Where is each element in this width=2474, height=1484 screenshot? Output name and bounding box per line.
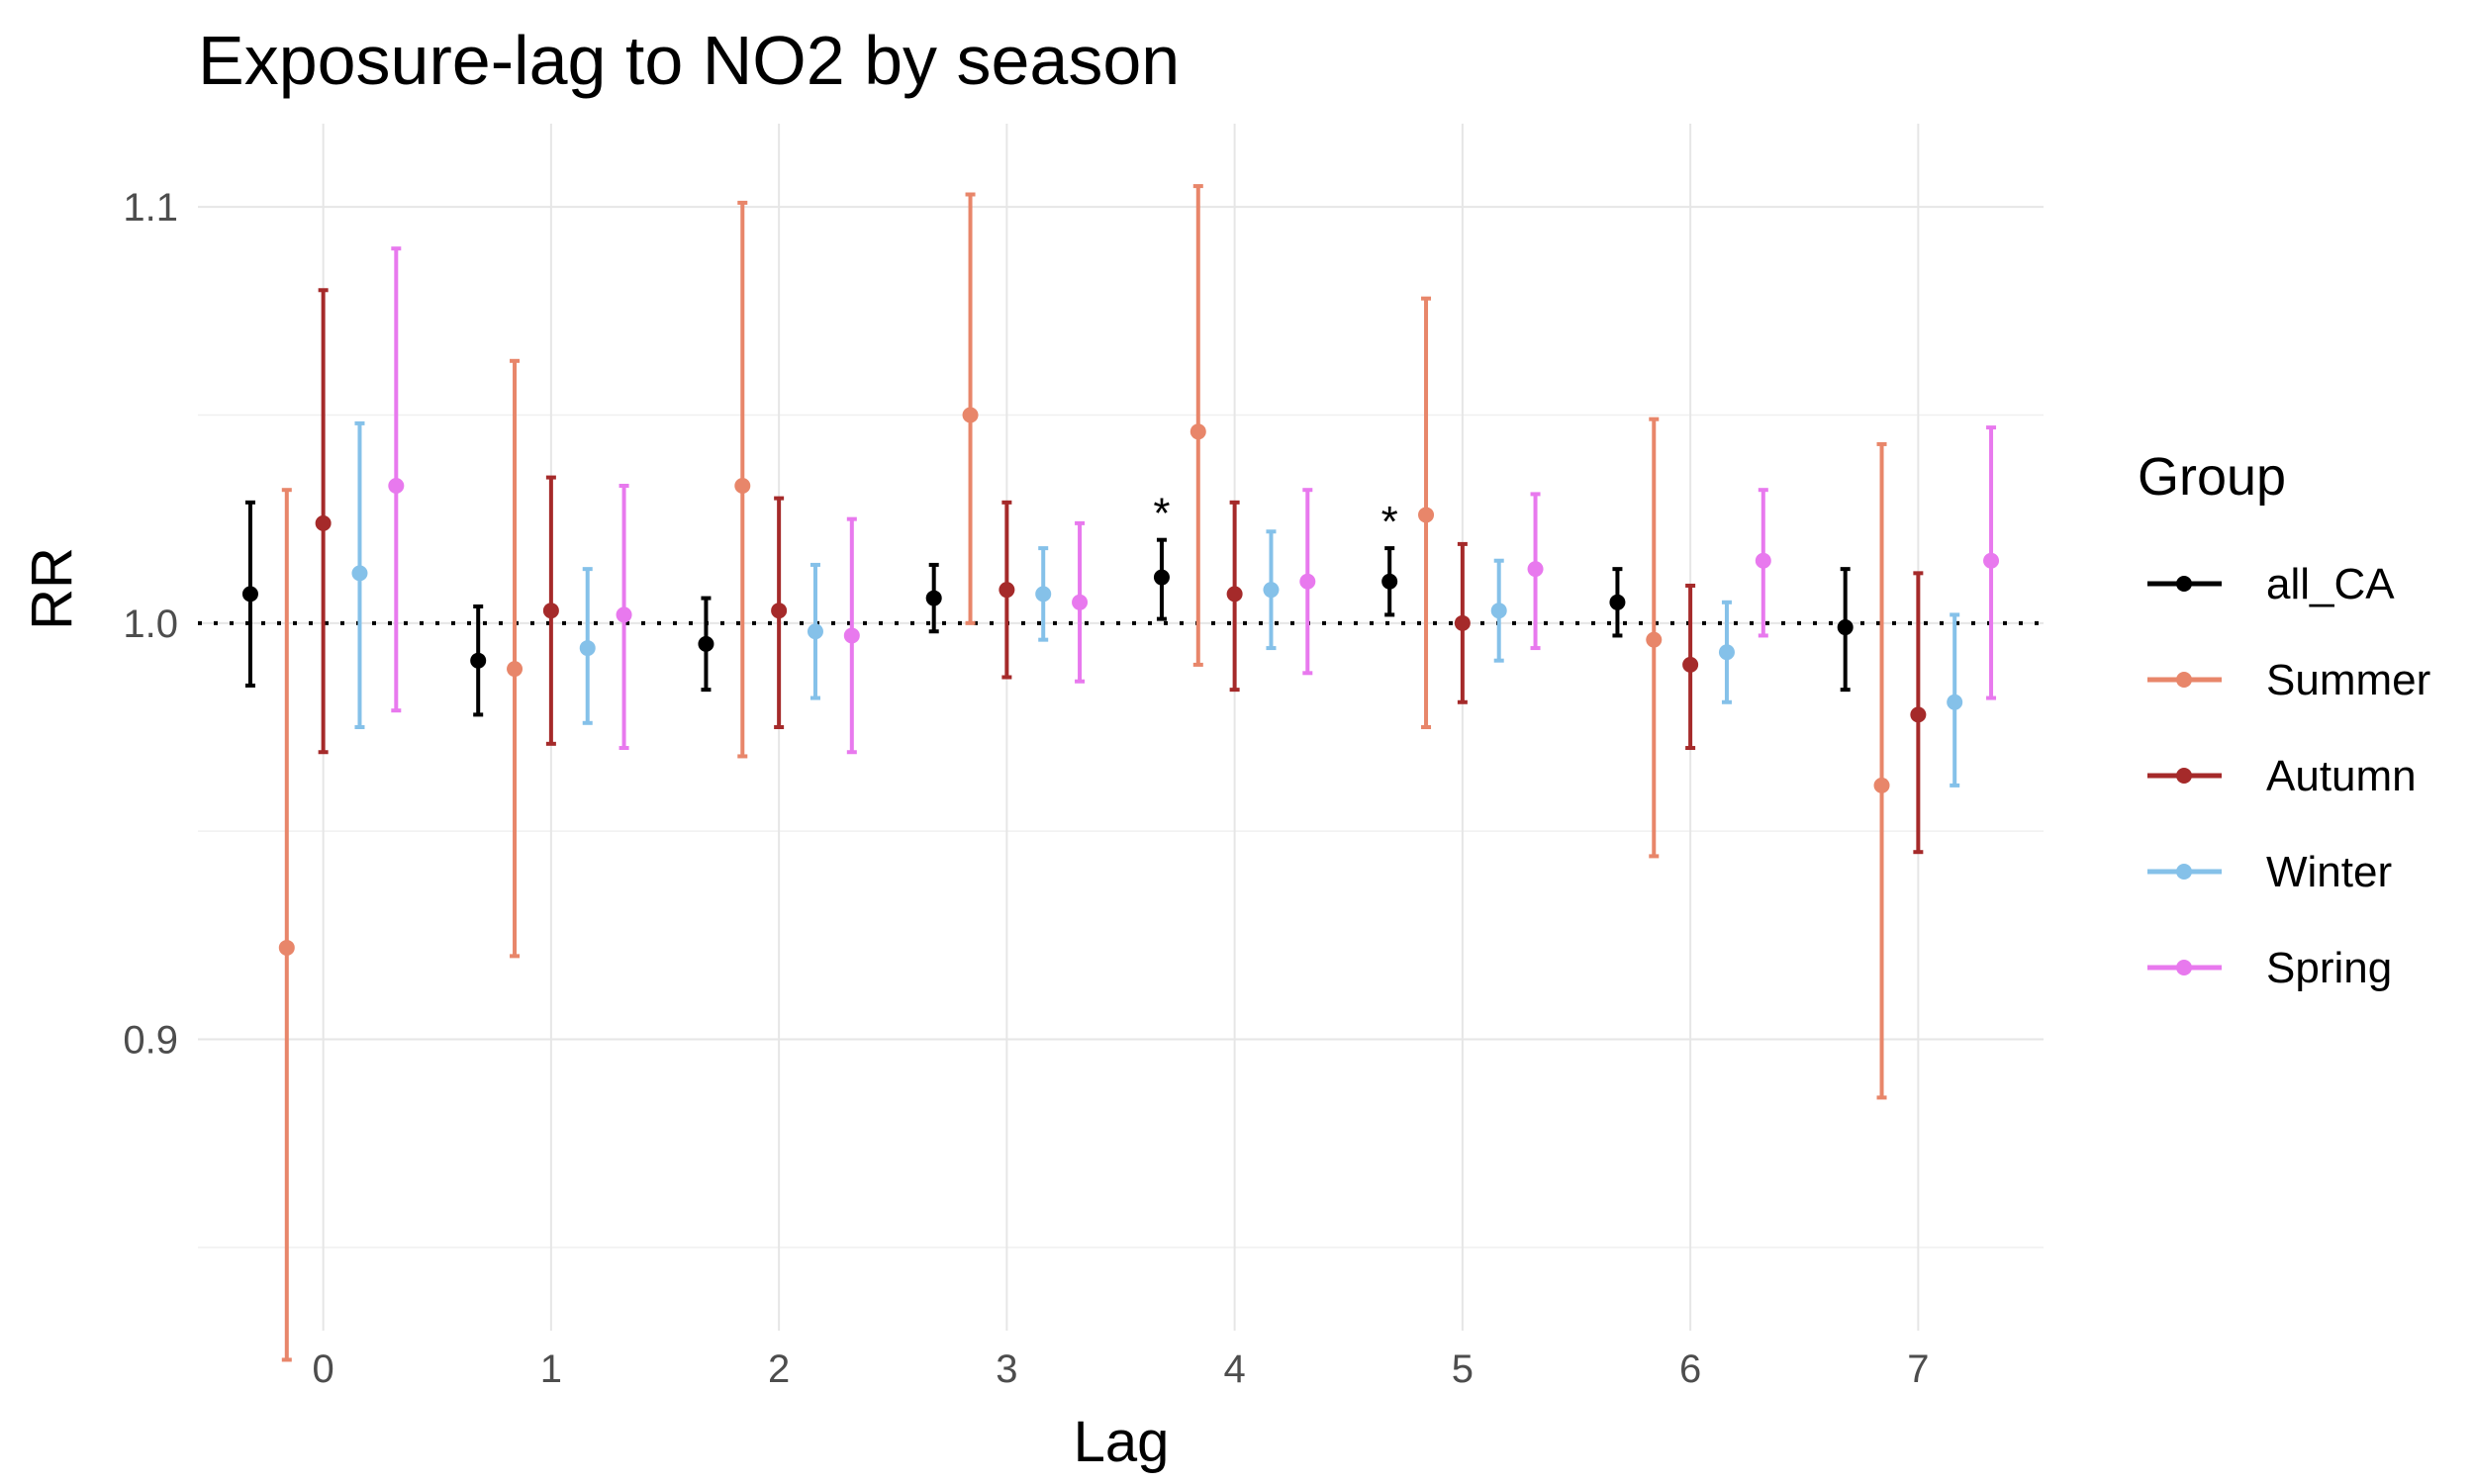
data-point <box>1947 694 1963 710</box>
plot-area: * * <box>198 124 2044 1362</box>
legend-key-point <box>2176 864 2192 880</box>
data-point <box>1837 619 1854 636</box>
y-tick-label: 1.1 <box>123 186 178 230</box>
x-tick-label: 3 <box>996 1347 1017 1391</box>
data-point <box>241 586 258 603</box>
legend-key-point <box>2176 672 2192 688</box>
legend-item-all_CA: all_CA <box>2147 560 2395 608</box>
legend-items: all_CA Summer Autumn Winter Spring <box>2147 560 2430 992</box>
data-point <box>807 623 823 640</box>
data-point <box>1153 569 1170 586</box>
legend-key-point <box>2176 768 2192 784</box>
annotations: * * <box>1153 490 1397 546</box>
data-point <box>542 603 559 619</box>
legend-label: all_CA <box>2266 560 2395 608</box>
x-axis-title: Lag <box>1074 1410 1170 1474</box>
data-point <box>1381 573 1398 590</box>
x-tick-label: 4 <box>1223 1347 1245 1391</box>
data-point <box>1718 644 1735 661</box>
legend-item-Spring: Spring <box>2147 944 2392 992</box>
legend-label: Spring <box>2266 944 2392 992</box>
legend-label: Summer <box>2266 656 2430 704</box>
series-Winter <box>351 420 1963 788</box>
x-axis-ticks: 0 1 2 3 4 5 6 7 <box>313 1347 1930 1391</box>
data-point <box>1646 631 1663 648</box>
data-point <box>388 478 405 494</box>
data-point <box>507 661 523 678</box>
data-point <box>1755 552 1771 569</box>
legend-item-Winter: Winter <box>2147 848 2392 896</box>
x-tick-label: 2 <box>768 1347 790 1391</box>
data-point <box>579 640 596 657</box>
x-tick-label: 6 <box>1679 1347 1701 1391</box>
data-point <box>1454 614 1471 631</box>
legend-label: Autumn <box>2266 752 2417 800</box>
data-point <box>1527 561 1544 578</box>
data-point <box>1682 656 1699 673</box>
data-point <box>999 582 1015 599</box>
legend-title: Group <box>2138 447 2286 507</box>
data-point <box>1910 706 1927 723</box>
data-point <box>1226 586 1243 603</box>
data-point <box>1072 594 1089 610</box>
data-point <box>351 565 368 582</box>
data-point <box>470 652 487 669</box>
x-tick-label: 5 <box>1452 1347 1474 1391</box>
data-point <box>1609 594 1626 610</box>
series-Spring <box>388 246 2000 755</box>
y-tick-label: 1.0 <box>123 603 178 646</box>
data-point <box>771 603 788 619</box>
significance-marker: * <box>1381 498 1398 546</box>
legend: Group all_CA Summer Autumn Winter Spring <box>2138 447 2430 992</box>
data-point <box>1035 586 1052 603</box>
data-point <box>962 407 979 423</box>
legend-label: Winter <box>2266 848 2392 896</box>
data-point <box>1490 603 1507 619</box>
data-point <box>1418 507 1435 523</box>
series-all_CA <box>241 500 1854 717</box>
series-Summer <box>278 184 1890 1362</box>
series-Autumn <box>315 288 1927 855</box>
y-axis-title: RR <box>20 547 84 630</box>
data-point <box>1983 552 2000 569</box>
data-point <box>734 478 751 494</box>
data-point <box>616 606 632 623</box>
x-tick-label: 1 <box>540 1347 562 1391</box>
data-point <box>1189 423 1206 440</box>
data-point <box>1873 777 1890 793</box>
significance-marker: * <box>1153 490 1170 538</box>
data-point <box>1299 573 1316 590</box>
data-point <box>1263 582 1280 599</box>
data-point <box>843 627 860 644</box>
x-tick-label: 7 <box>1907 1347 1929 1391</box>
chart-title: Exposure-lag to NO2 by season <box>198 22 1180 99</box>
data-point <box>315 514 332 531</box>
data-marks <box>241 184 2000 1362</box>
data-point <box>925 590 942 606</box>
data-point <box>278 939 295 956</box>
legend-item-Summer: Summer <box>2147 656 2430 704</box>
x-tick-label: 0 <box>313 1347 334 1391</box>
legend-key-point <box>2176 576 2192 592</box>
legend-item-Autumn: Autumn <box>2147 752 2417 800</box>
y-tick-label: 0.9 <box>123 1019 178 1063</box>
y-axis-ticks: 0.9 1.0 1.1 <box>123 186 178 1062</box>
legend-key-point <box>2176 960 2192 975</box>
data-point <box>698 635 714 652</box>
